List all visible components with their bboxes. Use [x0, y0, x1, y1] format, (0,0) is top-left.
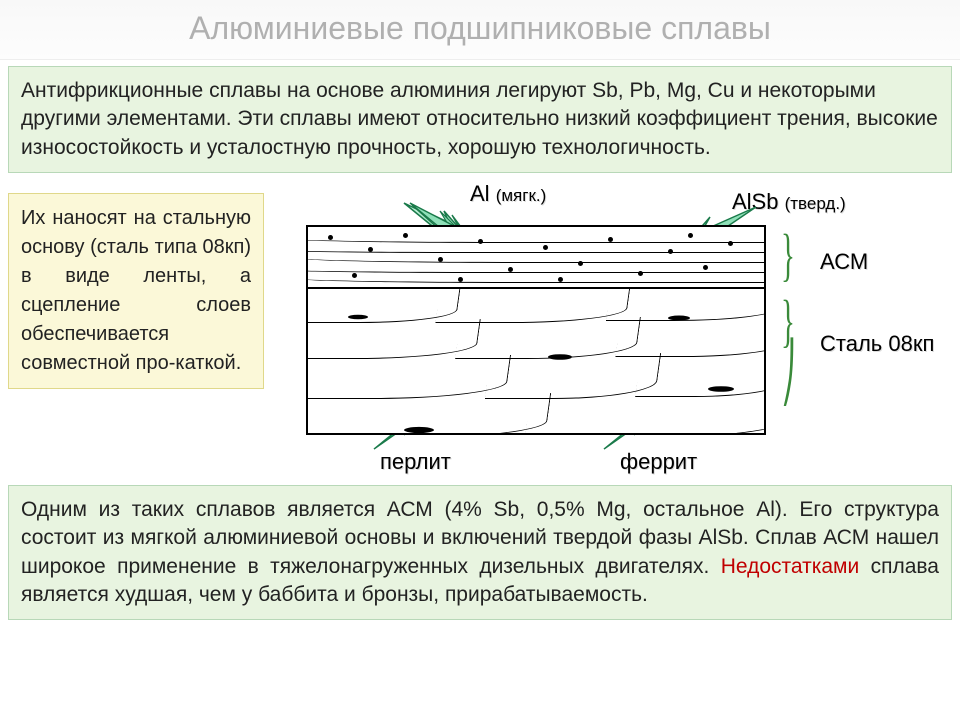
label-steel-text: Сталь 08кп [820, 331, 934, 356]
slide-title: Алюминиевые подшипниковые сплавы [0, 0, 960, 60]
brace-steel-2: ⎠ [781, 361, 796, 384]
label-al-soft-sub: (мягк.) [496, 186, 547, 205]
label-steel: Сталь 08кп [820, 331, 934, 357]
label-alsb-sub: (тверд.) [785, 194, 846, 213]
brace-steel-1: } [781, 309, 795, 332]
left-text-box: Их наносят на стальную основу (сталь тип… [8, 193, 264, 389]
bottom-text-box: Одним из таких сплавов является АСМ (4% … [8, 485, 952, 620]
steel-layer [308, 289, 764, 433]
microstructure-box [306, 225, 766, 435]
diagram: Al (мягк.) AlSb (тверд.) АСМ Сталь 08кп … [280, 181, 950, 481]
bottom-text-red: Недостатками [721, 555, 860, 578]
middle-row: Их наносят на стальную основу (сталь тип… [8, 181, 952, 481]
brace-acm: } [781, 243, 795, 266]
label-acm: АСМ [820, 249, 868, 275]
acm-layer [308, 227, 764, 289]
intro-text-box: Антифрикционные сплавы на основе алюмини… [8, 66, 952, 173]
label-al-soft: Al (мягк.) [470, 181, 546, 207]
